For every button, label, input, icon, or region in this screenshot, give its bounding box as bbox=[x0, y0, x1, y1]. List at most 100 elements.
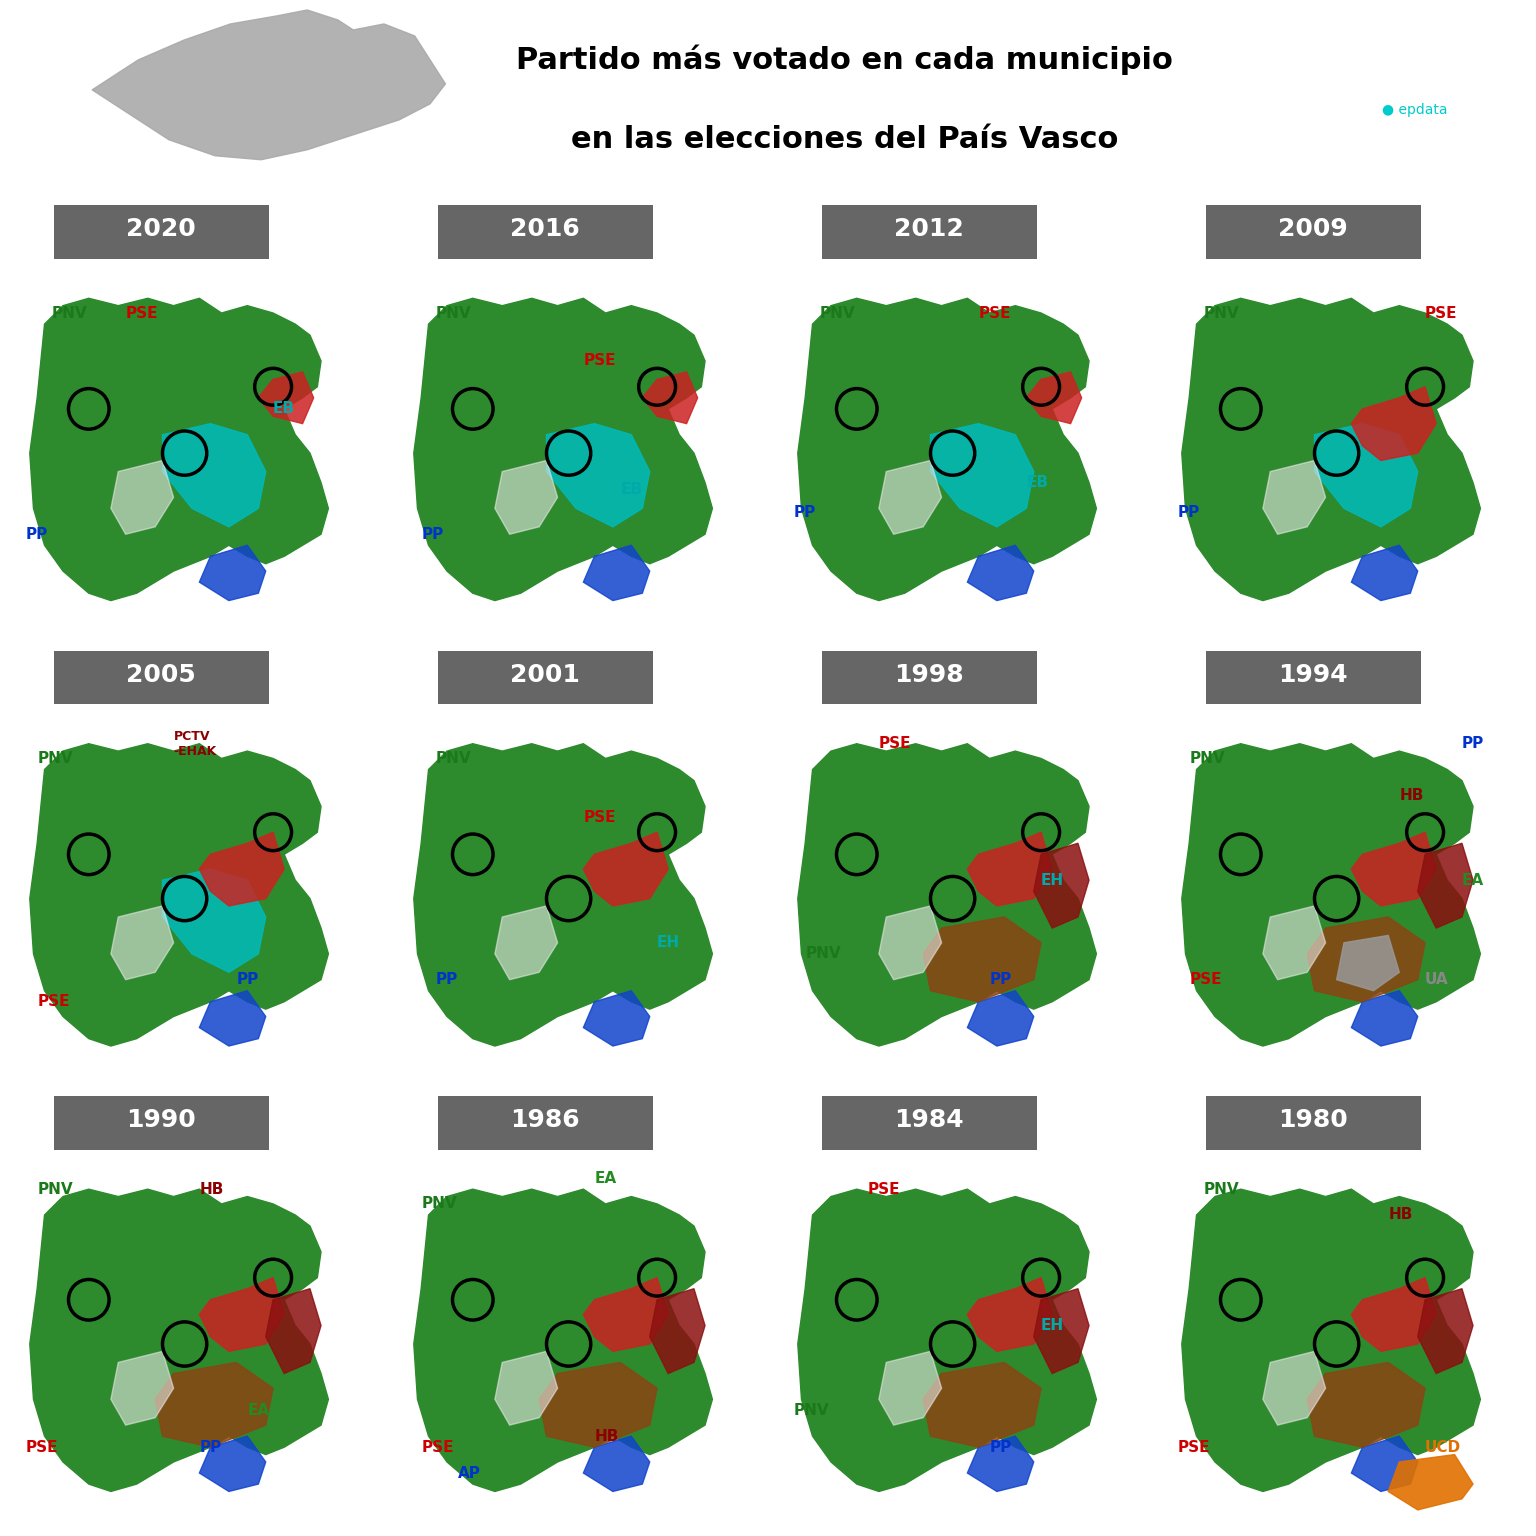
Text: 1990: 1990 bbox=[126, 1107, 197, 1132]
FancyBboxPatch shape bbox=[54, 1097, 269, 1149]
Polygon shape bbox=[1181, 1189, 1481, 1491]
Polygon shape bbox=[1352, 387, 1436, 461]
Text: PNV: PNV bbox=[52, 306, 88, 321]
Text: 2001: 2001 bbox=[510, 662, 581, 687]
Text: ● epdata: ● epdata bbox=[1382, 103, 1448, 117]
Polygon shape bbox=[1418, 1289, 1473, 1373]
Text: PP: PP bbox=[1178, 505, 1200, 519]
Text: EH: EH bbox=[657, 935, 680, 951]
Polygon shape bbox=[163, 424, 266, 527]
Text: UA: UA bbox=[1425, 972, 1448, 988]
FancyBboxPatch shape bbox=[822, 1097, 1037, 1149]
Polygon shape bbox=[584, 833, 668, 906]
Text: PNV: PNV bbox=[436, 751, 472, 766]
Text: PP: PP bbox=[421, 527, 444, 542]
Text: PSE: PSE bbox=[126, 306, 158, 321]
Text: PNV: PNV bbox=[37, 751, 72, 766]
Polygon shape bbox=[968, 1436, 1034, 1491]
Polygon shape bbox=[923, 1362, 1041, 1447]
Polygon shape bbox=[584, 1436, 650, 1491]
Polygon shape bbox=[29, 743, 329, 1046]
Polygon shape bbox=[584, 1278, 668, 1352]
Polygon shape bbox=[258, 372, 313, 424]
Text: PSE: PSE bbox=[584, 809, 616, 825]
Text: UCD: UCD bbox=[1425, 1439, 1461, 1455]
Text: PSE: PSE bbox=[1189, 972, 1221, 988]
Text: EB: EB bbox=[1026, 475, 1049, 490]
Text: PCTV
-EHAK: PCTV -EHAK bbox=[174, 730, 217, 757]
Polygon shape bbox=[797, 743, 1097, 1046]
Text: EA: EA bbox=[594, 1170, 616, 1186]
Text: PP: PP bbox=[237, 972, 258, 988]
Polygon shape bbox=[413, 743, 713, 1046]
Text: PP: PP bbox=[794, 505, 816, 519]
Text: PNV: PNV bbox=[805, 946, 840, 962]
Text: PP: PP bbox=[1462, 736, 1484, 751]
Text: PSE: PSE bbox=[978, 306, 1011, 321]
Polygon shape bbox=[200, 833, 284, 906]
Polygon shape bbox=[1352, 833, 1436, 906]
Text: PNV: PNV bbox=[1189, 751, 1224, 766]
Text: 1998: 1998 bbox=[894, 662, 965, 687]
Polygon shape bbox=[1026, 372, 1081, 424]
Polygon shape bbox=[200, 991, 266, 1046]
Polygon shape bbox=[111, 1352, 174, 1425]
FancyBboxPatch shape bbox=[438, 206, 653, 258]
Polygon shape bbox=[931, 424, 1034, 527]
FancyBboxPatch shape bbox=[438, 651, 653, 703]
Text: PP: PP bbox=[989, 972, 1012, 988]
Polygon shape bbox=[1263, 461, 1326, 535]
Polygon shape bbox=[968, 545, 1034, 601]
Polygon shape bbox=[797, 1189, 1097, 1491]
Text: HB: HB bbox=[1389, 1207, 1413, 1223]
Text: HB: HB bbox=[1399, 788, 1424, 803]
Polygon shape bbox=[642, 372, 697, 424]
Polygon shape bbox=[879, 461, 942, 535]
Polygon shape bbox=[1418, 843, 1473, 928]
Polygon shape bbox=[968, 1278, 1052, 1352]
Polygon shape bbox=[1315, 424, 1418, 527]
Text: PNV: PNV bbox=[1204, 1181, 1240, 1197]
FancyBboxPatch shape bbox=[54, 206, 269, 258]
Text: 2005: 2005 bbox=[126, 662, 197, 687]
Text: PP: PP bbox=[26, 527, 48, 542]
Text: PP: PP bbox=[989, 1439, 1012, 1455]
Text: PNV: PNV bbox=[794, 1402, 829, 1418]
Polygon shape bbox=[1352, 1278, 1436, 1352]
FancyBboxPatch shape bbox=[54, 651, 269, 703]
Polygon shape bbox=[1307, 1362, 1425, 1447]
Polygon shape bbox=[650, 1289, 705, 1373]
Polygon shape bbox=[1263, 1352, 1326, 1425]
Text: PP: PP bbox=[200, 1439, 221, 1455]
Polygon shape bbox=[968, 991, 1034, 1046]
FancyBboxPatch shape bbox=[1206, 206, 1421, 258]
Polygon shape bbox=[413, 298, 713, 601]
Text: PSE: PSE bbox=[37, 994, 69, 1009]
Text: 2012: 2012 bbox=[894, 217, 965, 241]
Polygon shape bbox=[1181, 298, 1481, 601]
Polygon shape bbox=[1034, 1289, 1089, 1373]
Text: PSE: PSE bbox=[584, 353, 616, 369]
Polygon shape bbox=[1352, 545, 1418, 601]
Text: PNV: PNV bbox=[37, 1181, 72, 1197]
Polygon shape bbox=[1336, 935, 1399, 991]
Polygon shape bbox=[200, 545, 266, 601]
Polygon shape bbox=[584, 545, 650, 601]
Polygon shape bbox=[968, 833, 1052, 906]
Text: PNV: PNV bbox=[1204, 306, 1240, 321]
Text: 1986: 1986 bbox=[510, 1107, 581, 1132]
Polygon shape bbox=[111, 906, 174, 980]
Polygon shape bbox=[584, 991, 650, 1046]
Text: 1994: 1994 bbox=[1278, 662, 1349, 687]
FancyBboxPatch shape bbox=[822, 206, 1037, 258]
Polygon shape bbox=[413, 1189, 713, 1491]
Text: AP: AP bbox=[458, 1465, 481, 1481]
Polygon shape bbox=[539, 1362, 657, 1447]
Text: PSE: PSE bbox=[421, 1439, 453, 1455]
Text: PP: PP bbox=[436, 972, 458, 988]
Polygon shape bbox=[495, 1352, 558, 1425]
Polygon shape bbox=[1352, 1436, 1418, 1491]
Polygon shape bbox=[879, 1352, 942, 1425]
Text: en las elecciones del País Vasco: en las elecciones del País Vasco bbox=[571, 126, 1118, 154]
FancyBboxPatch shape bbox=[822, 651, 1037, 703]
